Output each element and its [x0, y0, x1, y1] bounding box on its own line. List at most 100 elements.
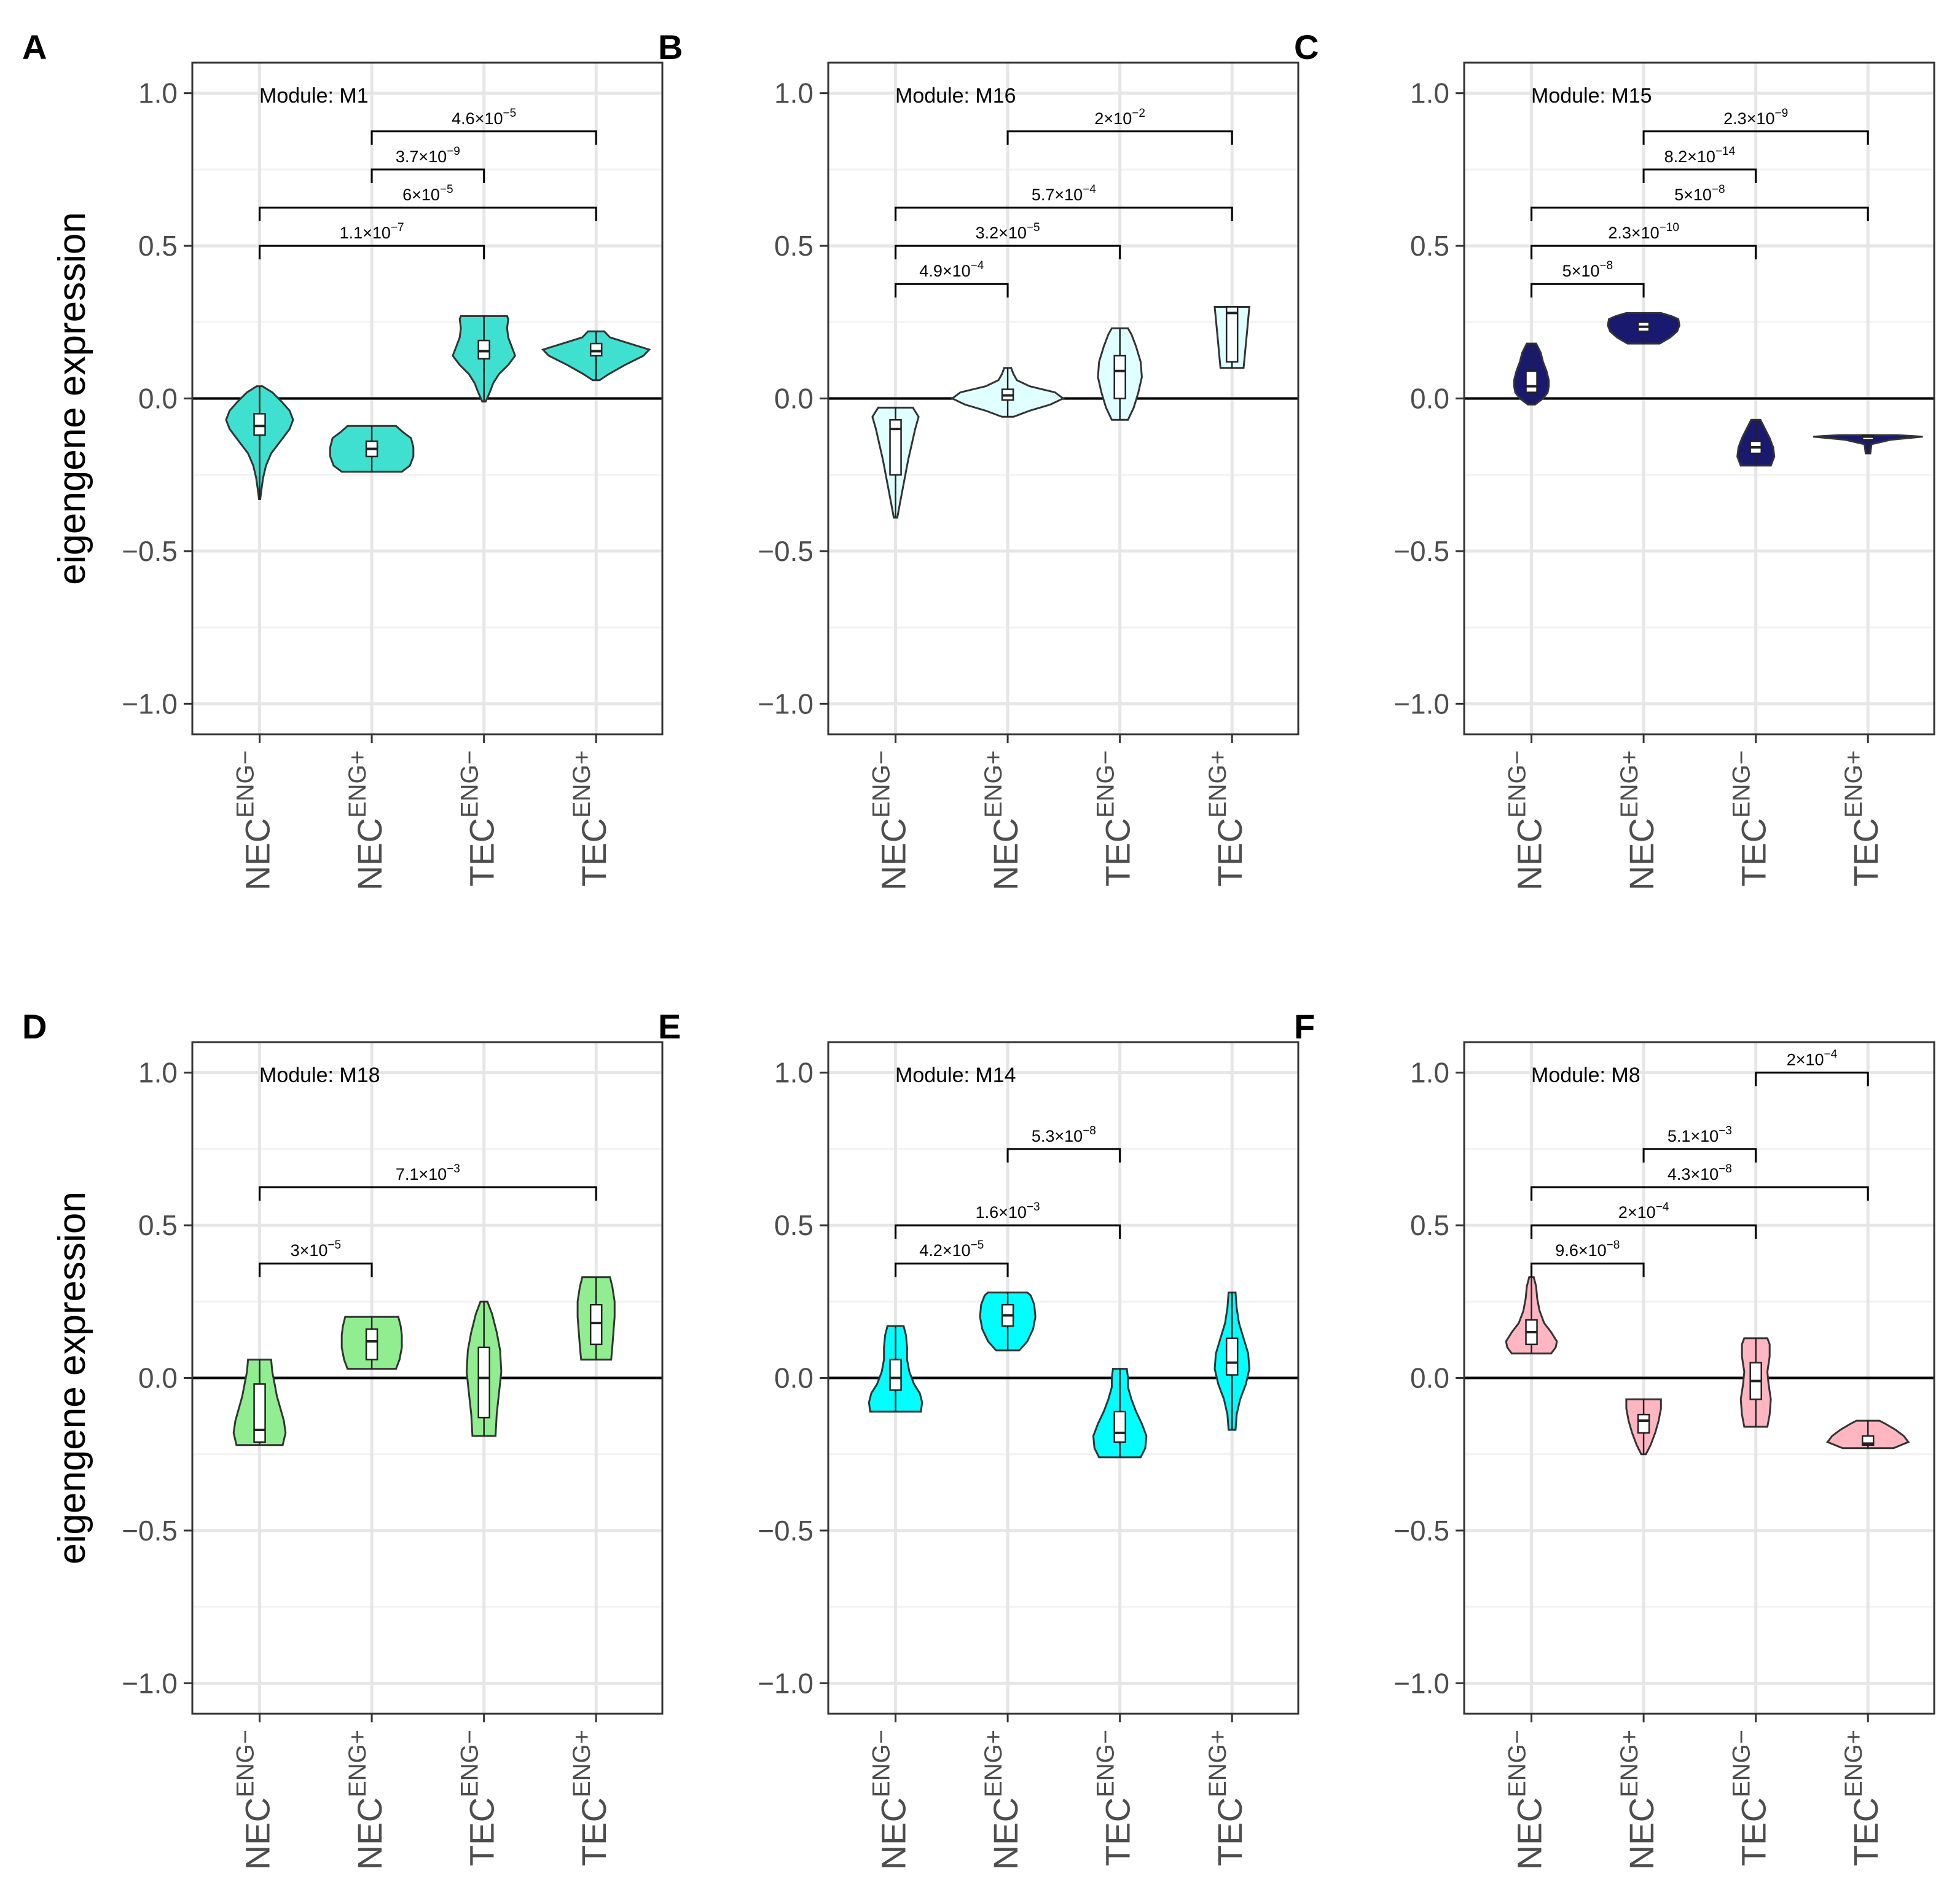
significance-bracket: 3×10−5	[259, 1239, 373, 1277]
x-tick-label: TECENG−	[457, 750, 501, 887]
panel-letter: E	[658, 1007, 681, 1046]
y-tick-label: 1.0	[138, 1057, 178, 1089]
p-value-label: 6×10−5	[402, 183, 453, 204]
x-tick-label: TECENG−	[1728, 750, 1773, 887]
y-tick-label: 0.5	[774, 230, 813, 262]
y-tick-label: 0.0	[138, 383, 178, 415]
box-iqr	[1225, 1337, 1239, 1376]
box-iqr	[589, 342, 603, 357]
panel-letter: A	[22, 28, 47, 66]
violin-4	[576, 1276, 616, 1361]
violin-4	[1826, 1419, 1910, 1450]
panel-B: B 2×10−2 5.7×10−4 3.2×10−5 4.9×10−4 Module: M…	[658, 28, 1299, 890]
bracket-line	[1642, 168, 1757, 183]
bracket-line	[1531, 206, 1869, 221]
violin-1	[868, 1325, 923, 1413]
x-tick-label: TECENG+	[1204, 750, 1249, 887]
bracket-line	[895, 1224, 1121, 1239]
panel-letter: F	[1294, 1007, 1315, 1046]
violin-3	[1092, 1368, 1148, 1459]
y-tick-label: −0.5	[758, 535, 813, 567]
y-tick-label: 0.5	[138, 1209, 178, 1241]
x-tick-label: TECENG−	[1728, 1730, 1773, 1866]
y-tick-label: 0.5	[1410, 230, 1449, 262]
y-tick-label: 0.0	[1410, 383, 1449, 415]
bracket-line	[895, 1262, 1009, 1277]
panel-letter: C	[1294, 28, 1319, 66]
panel-E: E 5.3×10−8 1.6×10−3 4.2×10−5 Module: M14 1.0 0…	[658, 1007, 1299, 1870]
x-tick-label: NECENG+	[344, 1730, 389, 1870]
bracket-line	[1531, 1224, 1757, 1239]
box-iqr	[1525, 370, 1538, 393]
y-tick-label: 0.0	[138, 1362, 178, 1394]
y-tick-label: −1.0	[758, 688, 813, 720]
violin-2	[340, 1316, 403, 1370]
significance-bracket: 7.1×10−3	[259, 1163, 597, 1201]
p-value-label: 5.1×10−3	[1668, 1124, 1732, 1145]
y-tick-label: 0.0	[774, 383, 813, 415]
p-value-label: 5.7×10−4	[1032, 183, 1096, 204]
x-tick-label: NECENG+	[980, 750, 1025, 890]
y-tick-label: 0.0	[774, 1362, 813, 1394]
bracket-line	[895, 206, 1233, 221]
y-tick-label: −0.5	[122, 1515, 178, 1547]
module-title: Module: M16	[895, 84, 1016, 108]
module-title: Module: M1	[259, 84, 369, 108]
violin-4	[1213, 306, 1251, 369]
p-value-label: 8.2×10−14	[1664, 145, 1736, 166]
y-tick-label: 0.5	[138, 230, 178, 262]
significance-bracket: 3.2×10−5	[895, 221, 1121, 260]
violin-1	[871, 406, 920, 519]
x-tick-label: TECENG−	[457, 1730, 501, 1866]
y-axis-title: eigengene expression	[51, 212, 93, 585]
y-tick-label: 1.0	[138, 77, 178, 109]
significance-bracket: 8.2×10−14	[1642, 145, 1757, 183]
x-tick-label: TECENG−	[1092, 750, 1137, 887]
y-tick-label: 1.0	[774, 77, 813, 109]
significance-bracket: 5×10−8	[1531, 259, 1645, 298]
x-tick-label: NECENG+	[1616, 1730, 1661, 1870]
p-value-label: 4.6×10−5	[452, 107, 516, 128]
module-title: Module: M18	[259, 1064, 380, 1087]
y-tick-label: −1.0	[122, 1667, 178, 1699]
y-tick-label: −1.0	[758, 1667, 813, 1699]
y-tick-label: −0.5	[122, 535, 178, 567]
p-value-label: 2.3×10−9	[1723, 107, 1788, 128]
significance-bracket: 9.6×10−8	[1531, 1239, 1645, 1277]
box-iqr	[253, 1383, 266, 1443]
bracket-line	[1006, 130, 1233, 145]
violin-3	[1739, 1337, 1772, 1428]
significance-bracket: 2×10−4	[1755, 1048, 1869, 1086]
bracket-line	[895, 245, 1121, 260]
x-tick-label: NECENG−	[868, 750, 913, 890]
violin-1	[225, 385, 294, 500]
violin-1	[1513, 342, 1550, 406]
p-value-label: 5×10−8	[1674, 183, 1725, 204]
significance-bracket: 4.2×10−5	[895, 1239, 1009, 1277]
violin-3	[1097, 327, 1143, 421]
significance-bracket: 5.1×10−3	[1642, 1124, 1757, 1163]
box-iqr	[589, 1304, 603, 1346]
violin-4	[1213, 1291, 1250, 1431]
module-title: Module: M8	[1531, 1064, 1641, 1087]
bracket-line	[1531, 245, 1757, 260]
p-value-label: 4.2×10−5	[919, 1239, 984, 1260]
y-tick-label: −0.5	[1394, 1515, 1449, 1547]
significance-bracket: 2.3×10−9	[1642, 107, 1869, 145]
x-tick-label: TECENG+	[1840, 1730, 1885, 1866]
violin-3	[1736, 418, 1776, 467]
box-iqr	[1637, 1413, 1650, 1434]
box-iqr	[365, 1328, 378, 1360]
p-value-label: 3.2×10−5	[976, 221, 1040, 242]
y-tick-label: 1.0	[774, 1057, 813, 1089]
p-value-label: 2.3×10−10	[1608, 221, 1679, 242]
significance-bracket: 4.6×10−5	[370, 107, 597, 145]
violin-2	[950, 367, 1065, 418]
x-tick-label: NECENG−	[1504, 1730, 1549, 1870]
bracket-line	[1642, 1148, 1757, 1163]
p-value-label: 1.6×10−3	[976, 1201, 1040, 1222]
p-value-label: 1.1×10−7	[340, 221, 404, 242]
bracket-line	[895, 283, 1009, 298]
significance-bracket: 2×10−2	[1006, 107, 1233, 145]
